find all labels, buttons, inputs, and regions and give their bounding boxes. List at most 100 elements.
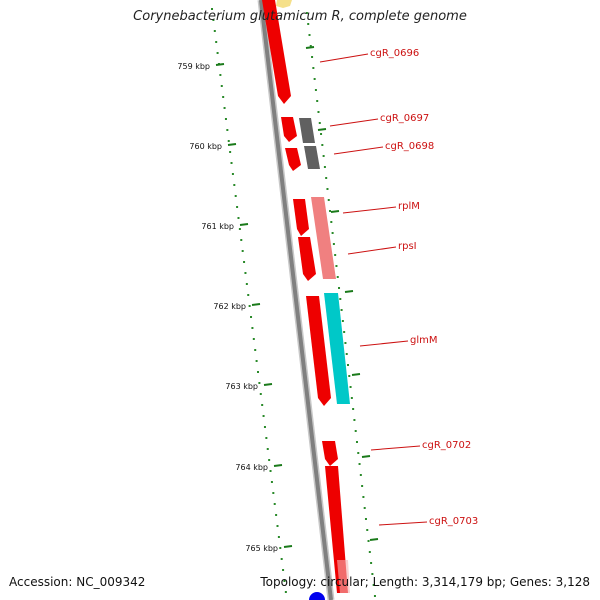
gc-dot bbox=[250, 316, 253, 318]
accession-text: Accession: NC_009342 bbox=[9, 575, 146, 589]
gc-dot bbox=[262, 415, 265, 417]
gc-dot bbox=[259, 393, 262, 395]
tick-mark bbox=[239, 223, 249, 226]
gc-dot bbox=[220, 85, 223, 87]
gc-dot bbox=[331, 232, 334, 234]
label-leader-line bbox=[333, 146, 384, 155]
gc-dot bbox=[256, 371, 259, 373]
gc-dot bbox=[349, 386, 352, 388]
gene-arrow bbox=[298, 237, 316, 281]
gc-dot bbox=[320, 133, 323, 135]
gc-dot bbox=[361, 485, 364, 487]
gc-dot bbox=[227, 140, 230, 142]
gc-dot bbox=[247, 294, 250, 296]
genome-summary-text: Topology: circular; Length: 3,314,179 bp… bbox=[260, 575, 590, 589]
gene-label: cgR_0698 bbox=[385, 141, 434, 152]
tick-label: 759 kbp bbox=[177, 62, 210, 71]
tick-label: 761 kbp bbox=[201, 222, 234, 231]
gc-dot bbox=[355, 441, 358, 443]
gene-labels: cgR_0696 cgR_0697 cgR_0698 rplM rpsI glmM cgR_… bbox=[319, 48, 478, 527]
label-leader-line bbox=[329, 118, 379, 127]
label-leader-line bbox=[378, 521, 428, 526]
gene-arrow bbox=[306, 296, 331, 406]
gc-content-track bbox=[211, 8, 376, 597]
gc-dot bbox=[284, 591, 287, 593]
tick-mark bbox=[263, 383, 273, 386]
gc-dot bbox=[280, 558, 283, 560]
gene-label: cgR_0697 bbox=[380, 113, 429, 124]
gene-arrow bbox=[285, 148, 301, 171]
gc-dot bbox=[344, 342, 347, 344]
gc-dot bbox=[317, 111, 320, 113]
gene-arrow bbox=[324, 293, 350, 404]
gc-dot bbox=[352, 408, 355, 410]
gc-dot bbox=[282, 569, 285, 571]
gc-dot bbox=[308, 34, 311, 36]
gc-dot bbox=[263, 426, 266, 428]
tick-label: 762 kbp bbox=[213, 302, 246, 311]
gc-dot bbox=[340, 309, 343, 311]
gc-dot bbox=[345, 353, 348, 355]
tick-mark bbox=[330, 210, 340, 213]
gc-dot bbox=[332, 243, 335, 245]
map-title: Corynebacterium glutamicum R, complete g… bbox=[133, 9, 467, 24]
gc-dot bbox=[279, 547, 282, 549]
reverse-strand-genes bbox=[276, 0, 350, 404]
gc-dot bbox=[234, 195, 237, 197]
gc-dot bbox=[268, 459, 271, 461]
gc-dot bbox=[323, 166, 326, 168]
gc-dot bbox=[258, 382, 261, 384]
gc-dot bbox=[307, 23, 310, 25]
gc-dot bbox=[313, 78, 316, 80]
gene-arrow bbox=[337, 560, 350, 593]
tick-label: 760 kbp bbox=[189, 142, 222, 151]
origin-marker bbox=[309, 592, 325, 600]
gc-dot bbox=[321, 144, 324, 146]
gene-arrow bbox=[299, 118, 315, 143]
gc-dot bbox=[357, 452, 360, 454]
gc-dot bbox=[329, 210, 332, 212]
gc-dot bbox=[362, 496, 365, 498]
gc-dot bbox=[358, 463, 361, 465]
gc-dot bbox=[347, 364, 349, 366]
gc-dot bbox=[265, 437, 268, 439]
tick-label: 765 kbp bbox=[245, 544, 278, 553]
gc-dot bbox=[229, 151, 232, 153]
gc-dot bbox=[283, 580, 286, 582]
gc-dot bbox=[335, 265, 338, 267]
gc-dot bbox=[252, 338, 255, 340]
gc-dot bbox=[314, 89, 317, 91]
gc-dot bbox=[305, 12, 308, 14]
gc-dot bbox=[216, 52, 219, 54]
tick-mark bbox=[369, 538, 379, 541]
gc-dot bbox=[339, 298, 342, 300]
gc-dot bbox=[238, 228, 241, 230]
tick-mark bbox=[305, 46, 315, 49]
gene-arrow bbox=[281, 117, 297, 142]
gc-dot bbox=[277, 536, 280, 538]
gc-dot bbox=[363, 507, 366, 509]
gc-dot bbox=[244, 272, 247, 274]
gc-dot bbox=[338, 287, 341, 289]
gc-dot bbox=[325, 177, 328, 179]
gc-dot bbox=[270, 481, 273, 483]
gc-dot bbox=[224, 118, 227, 120]
gene-label: rpsI bbox=[398, 241, 417, 252]
label-leader-line bbox=[370, 445, 421, 451]
gc-dot bbox=[237, 217, 240, 219]
gc-dot bbox=[226, 129, 229, 131]
gc-dot bbox=[312, 67, 315, 69]
tick-label: 763 kbp bbox=[225, 382, 258, 391]
gc-dot bbox=[348, 375, 351, 377]
gene-arrow bbox=[276, 0, 292, 8]
gene-arrow bbox=[304, 146, 320, 169]
gc-dot bbox=[254, 349, 257, 351]
gc-dot bbox=[211, 8, 214, 10]
gc-dot bbox=[233, 184, 236, 186]
tick-mark bbox=[251, 303, 261, 306]
gc-dot bbox=[371, 573, 374, 575]
gc-dot bbox=[334, 254, 337, 256]
gc-dot bbox=[276, 525, 279, 527]
gc-dot bbox=[243, 261, 246, 263]
gc-dot bbox=[318, 122, 321, 124]
